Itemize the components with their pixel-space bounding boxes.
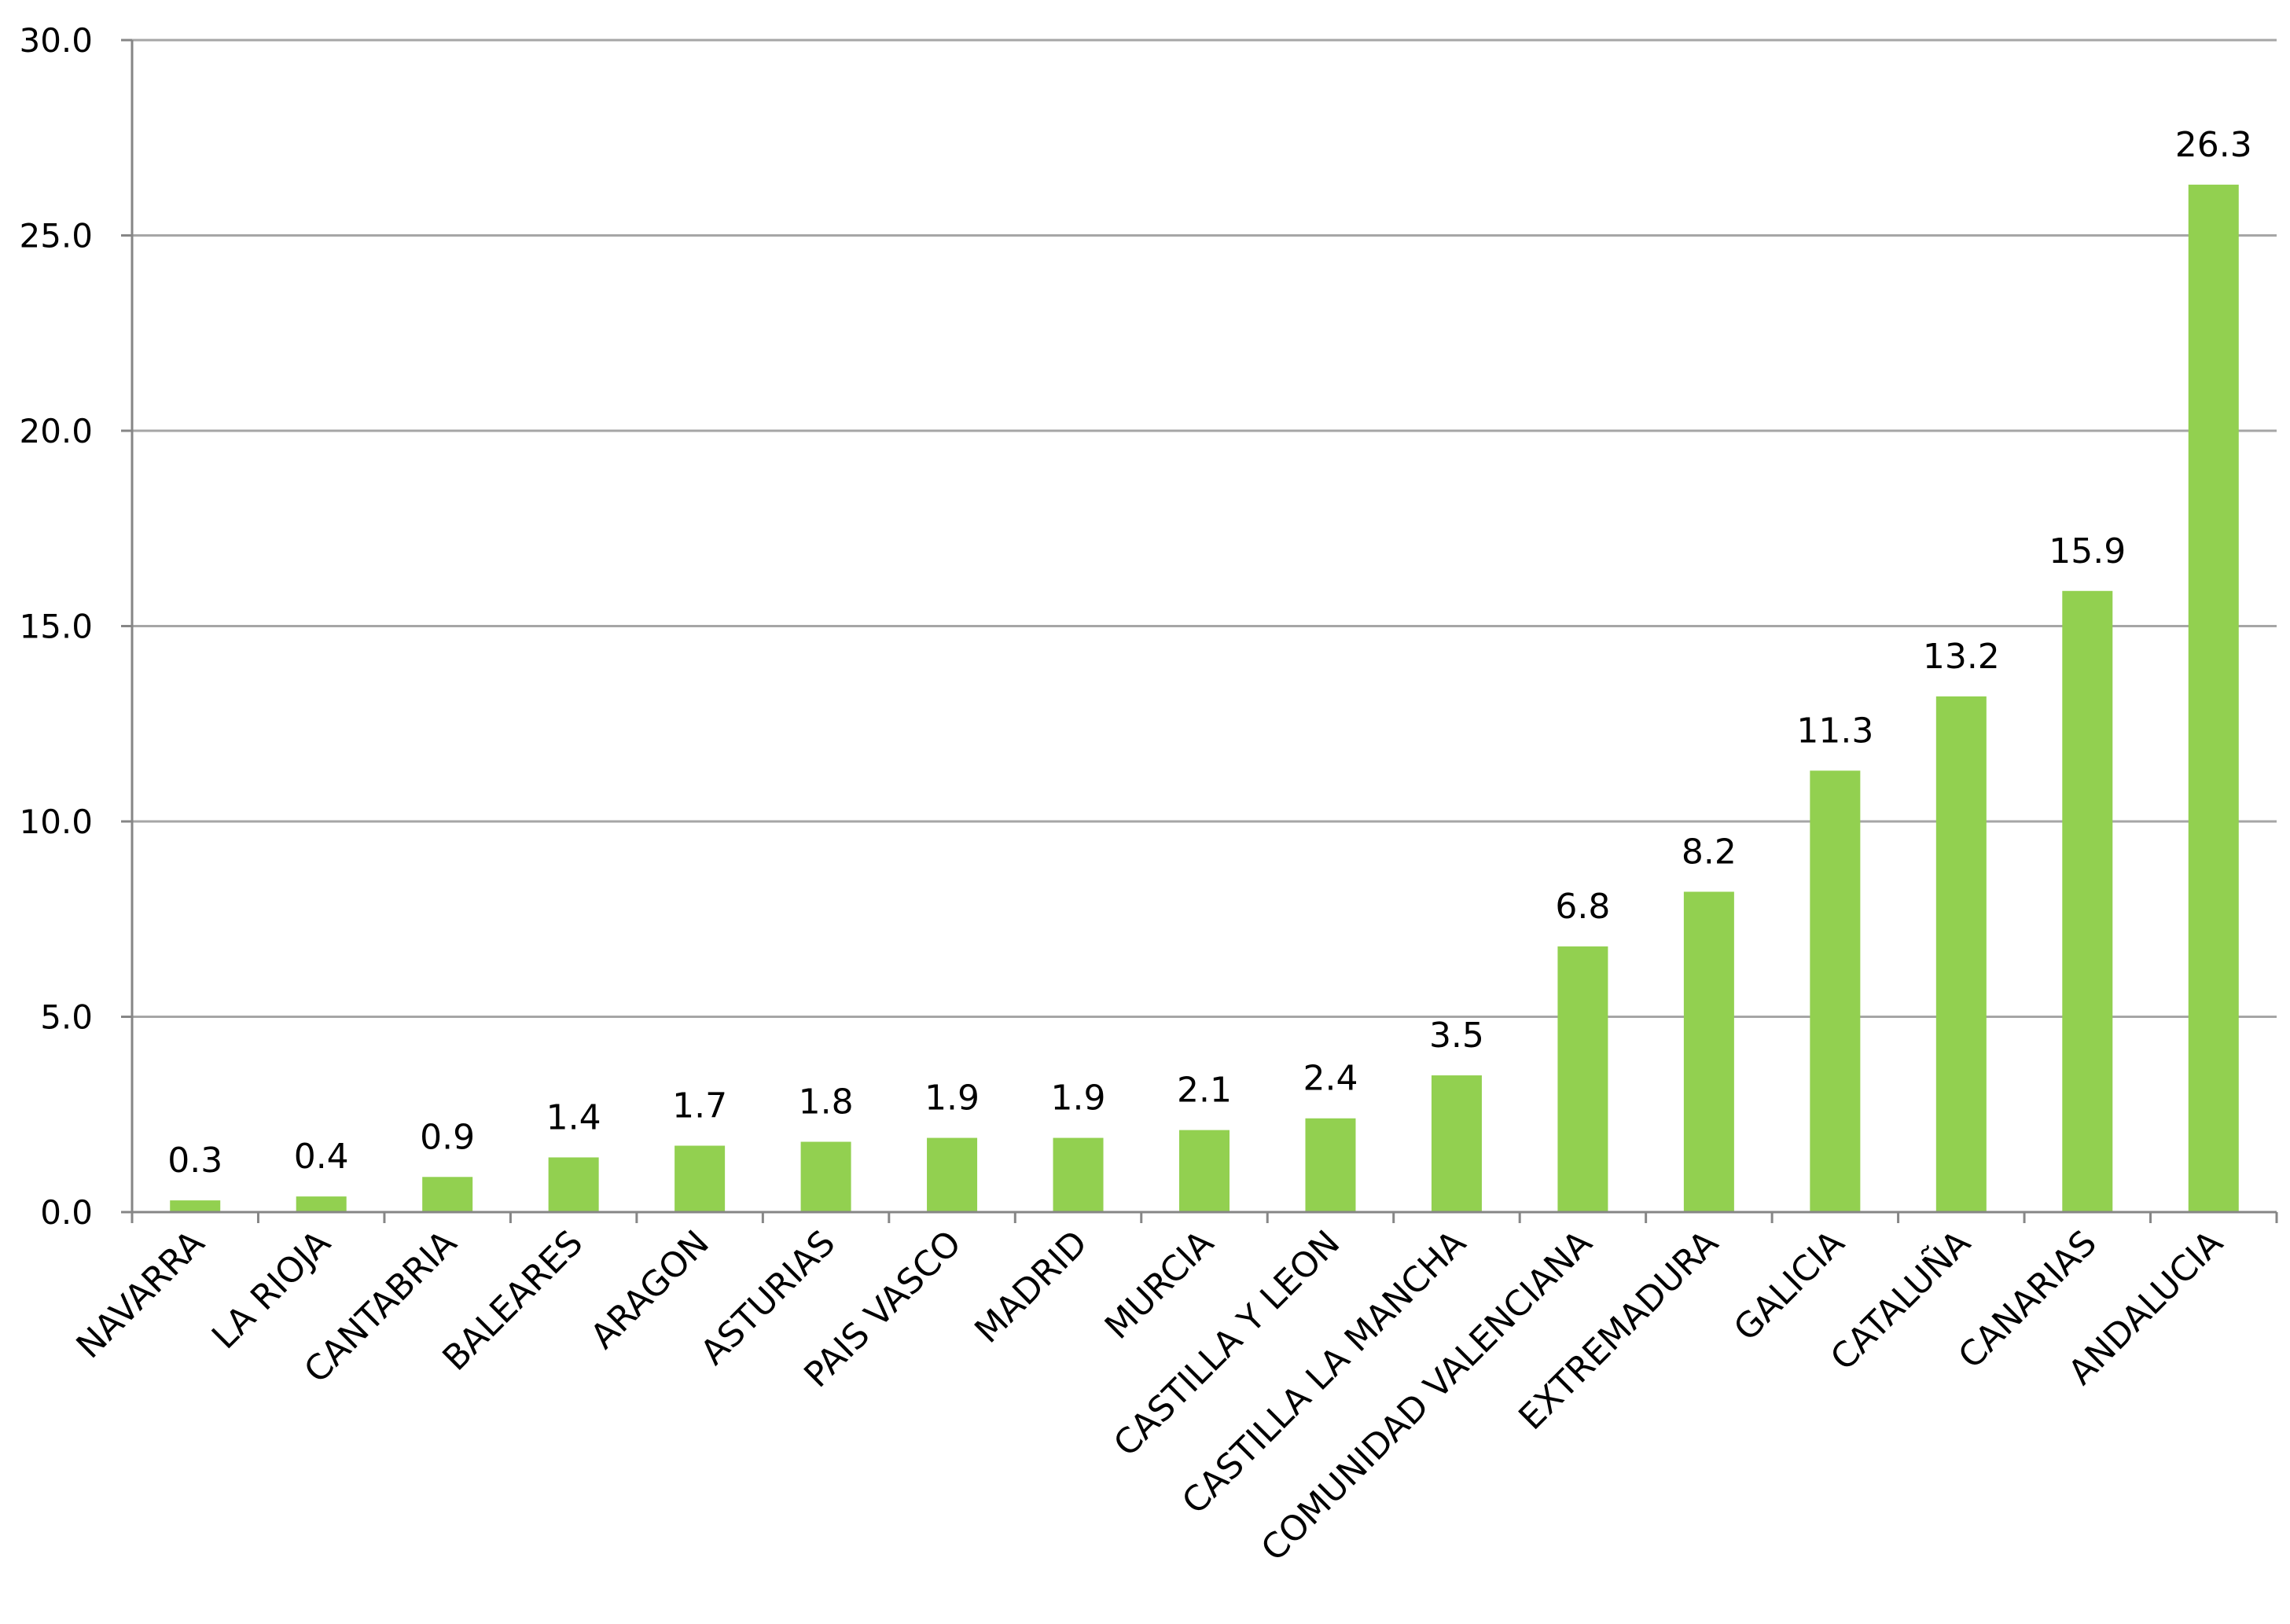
y-tick-label: 0.0 <box>40 1193 93 1232</box>
data-label: 1.7 <box>672 1086 727 1126</box>
bar <box>1935 696 1987 1212</box>
data-label: 11.3 <box>1796 711 1873 751</box>
data-label: 0.9 <box>420 1117 475 1157</box>
data-label: 0.4 <box>294 1137 349 1177</box>
data-label: 8.2 <box>1682 832 1737 872</box>
y-tick-label: 5.0 <box>40 998 93 1037</box>
data-label: 1.4 <box>546 1097 601 1137</box>
data-label: 2.1 <box>1177 1071 1232 1111</box>
data-label: 1.8 <box>799 1082 854 1122</box>
data-label: 6.8 <box>1555 887 1610 927</box>
data-label: 15.9 <box>2049 531 2126 571</box>
y-tick-label: 15.0 <box>19 608 93 646</box>
axes <box>121 39 2278 1223</box>
x-tick-label: GALICIA <box>1726 1223 1852 1349</box>
y-tick-label: 30.0 <box>19 21 93 60</box>
bar <box>170 1200 221 1212</box>
x-tick-label: MURCIA <box>1097 1223 1222 1347</box>
data-label: 3.5 <box>1429 1016 1484 1056</box>
x-tick-label: NAVARRA <box>69 1223 212 1366</box>
bar <box>422 1177 473 1212</box>
data-label: 13.2 <box>1923 637 2000 677</box>
y-tick-label: 25.0 <box>19 217 93 255</box>
data-label: 26.3 <box>2175 125 2252 165</box>
bar <box>1557 946 1608 1212</box>
x-tick-label: ARAGON <box>583 1223 717 1357</box>
bar <box>1431 1075 1482 1212</box>
bar <box>927 1137 978 1212</box>
bar <box>800 1141 851 1212</box>
y-axis-tick-labels: 0.0 5.0 10.0 15.0 20.0 25.0 30.0 <box>19 21 93 1232</box>
bar <box>296 1196 347 1212</box>
bar <box>1179 1130 1230 1212</box>
bar <box>675 1145 726 1212</box>
bar <box>2062 590 2113 1212</box>
gridlines <box>132 39 2277 1018</box>
bar <box>548 1157 599 1212</box>
x-tick-label: LA RIOJA <box>204 1223 338 1357</box>
data-labels: 0.3 0.4 0.9 1.4 1.7 1.8 1.9 1.9 2.1 2.4 3.5 6.8 8.2 1… <box>167 125 2252 1181</box>
bar <box>1305 1118 1356 1212</box>
bar <box>2188 184 2239 1212</box>
bar <box>1683 891 1734 1212</box>
data-label: 1.9 <box>924 1078 980 1119</box>
x-tick-label: MADRID <box>967 1223 1095 1351</box>
y-tick-label: 20.0 <box>19 412 93 450</box>
bars <box>170 184 2239 1212</box>
data-label: 1.9 <box>1051 1078 1106 1119</box>
bar <box>1810 770 1861 1212</box>
bar <box>1053 1137 1104 1212</box>
x-tick-label: CASTILLA Y LEON <box>1106 1223 1347 1464</box>
y-tick-label: 10.0 <box>19 803 93 841</box>
data-label: 2.4 <box>1303 1059 1358 1099</box>
data-label: 0.3 <box>167 1141 222 1181</box>
